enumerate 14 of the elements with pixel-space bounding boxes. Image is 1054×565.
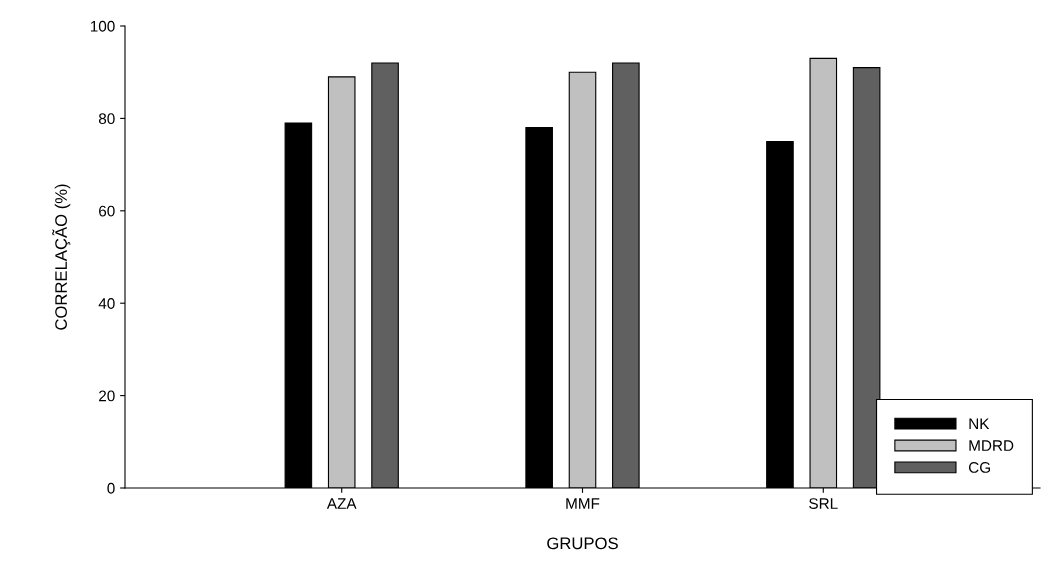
x-tick-label: AZA	[326, 498, 357, 509]
x-tick-label: SRL	[809, 498, 838, 509]
y-tick-label: 80	[98, 113, 115, 125]
y-tick-label: 20	[99, 390, 115, 402]
y-tick-label: 100	[90, 20, 115, 32]
y-tick-label: 0	[107, 482, 115, 494]
x-tick-label: MMF	[566, 498, 600, 509]
legend-label: MDRD	[969, 440, 1014, 451]
y-tick-label: 60	[99, 205, 115, 217]
x-axis-title: GRUPOS	[547, 537, 618, 550]
y-tick-label: 40	[98, 298, 115, 309]
y-axis-title: CORRELAÇÃO (%)	[52, 184, 71, 330]
legend-label: NK	[969, 418, 990, 429]
legend-label: CG	[968, 462, 990, 473]
